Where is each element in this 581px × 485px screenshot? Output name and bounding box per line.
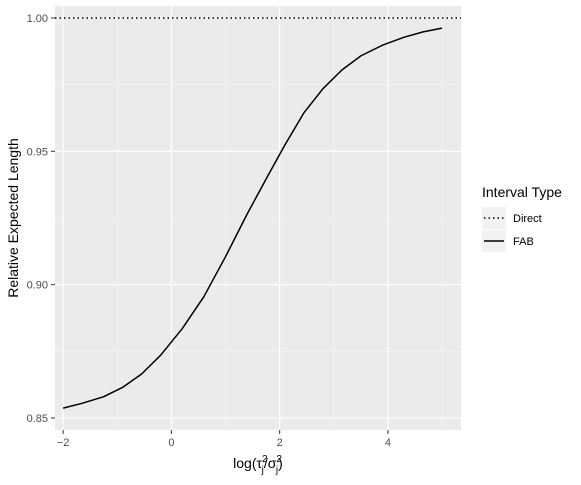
y-tick-label-2: 0.95 <box>27 146 48 158</box>
legend-label-direct: Direct <box>513 213 542 225</box>
x-axis-title: log(τ2 j/σ2 j) <box>233 454 283 476</box>
x-tick-label-1: 0 <box>168 437 174 449</box>
series-line-fab <box>62 27 443 409</box>
x-tick-label-2: 2 <box>277 437 283 449</box>
legend-label-fab: FAB <box>513 236 534 248</box>
x-axis: −2 0 2 4 <box>57 430 391 449</box>
y-axis: 0.85 0.90 0.95 1.00 <box>27 13 55 425</box>
x-tick-label-0: −2 <box>57 437 70 449</box>
x-tick-label-3: 4 <box>385 437 391 449</box>
legend-title: Interval Type <box>482 184 562 200</box>
y-tick-label-3: 1.00 <box>27 13 48 25</box>
svg-text:log(τ2j/σ2j): log(τ2 j/σ2 j) <box>233 454 283 476</box>
legend: Interval Type Direct FAB <box>482 184 562 252</box>
y-tick-label-0: 0.85 <box>27 413 48 425</box>
y-axis-title: Relative Expected Length <box>5 138 21 298</box>
y-tick-label-1: 0.90 <box>27 280 48 292</box>
series-layer <box>55 17 461 409</box>
